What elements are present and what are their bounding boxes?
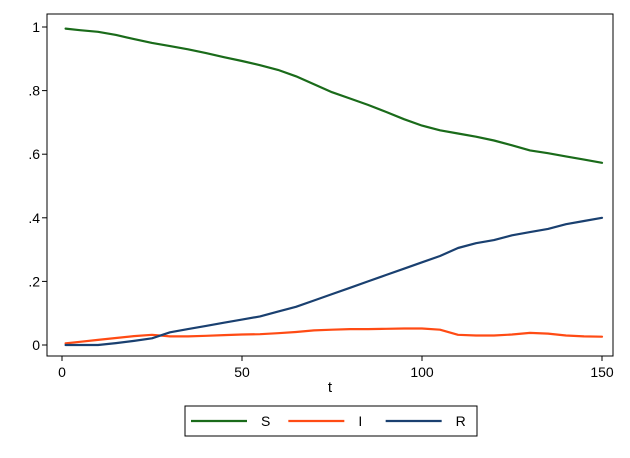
y-tick-label: .2 xyxy=(28,273,40,289)
y-tick-label: .4 xyxy=(28,210,40,226)
legend-label-S: S xyxy=(261,413,270,429)
series-layer xyxy=(64,27,604,347)
plot-frame xyxy=(46,13,614,357)
y-tick-label: 0 xyxy=(32,337,40,353)
x-tick-label: 150 xyxy=(590,364,614,380)
legend-label-R: R xyxy=(456,413,466,429)
legend-label-I: I xyxy=(358,413,362,429)
y-tick-label: .8 xyxy=(28,83,40,99)
series-line-S xyxy=(64,27,604,164)
y-tick-label: 1 xyxy=(32,19,40,35)
x-tick-label: 0 xyxy=(58,364,66,380)
y-axis: 0 .2 .4 .6 .8 1 xyxy=(28,19,47,353)
x-tick-label: 100 xyxy=(410,364,434,380)
series-line-I xyxy=(64,327,604,345)
series-line-R xyxy=(64,216,604,347)
x-axis-title: t xyxy=(328,379,333,396)
y-tick-label: .6 xyxy=(28,146,40,162)
x-tick-label: 50 xyxy=(234,364,250,380)
x-axis: 0 50 100 150 xyxy=(58,356,614,380)
